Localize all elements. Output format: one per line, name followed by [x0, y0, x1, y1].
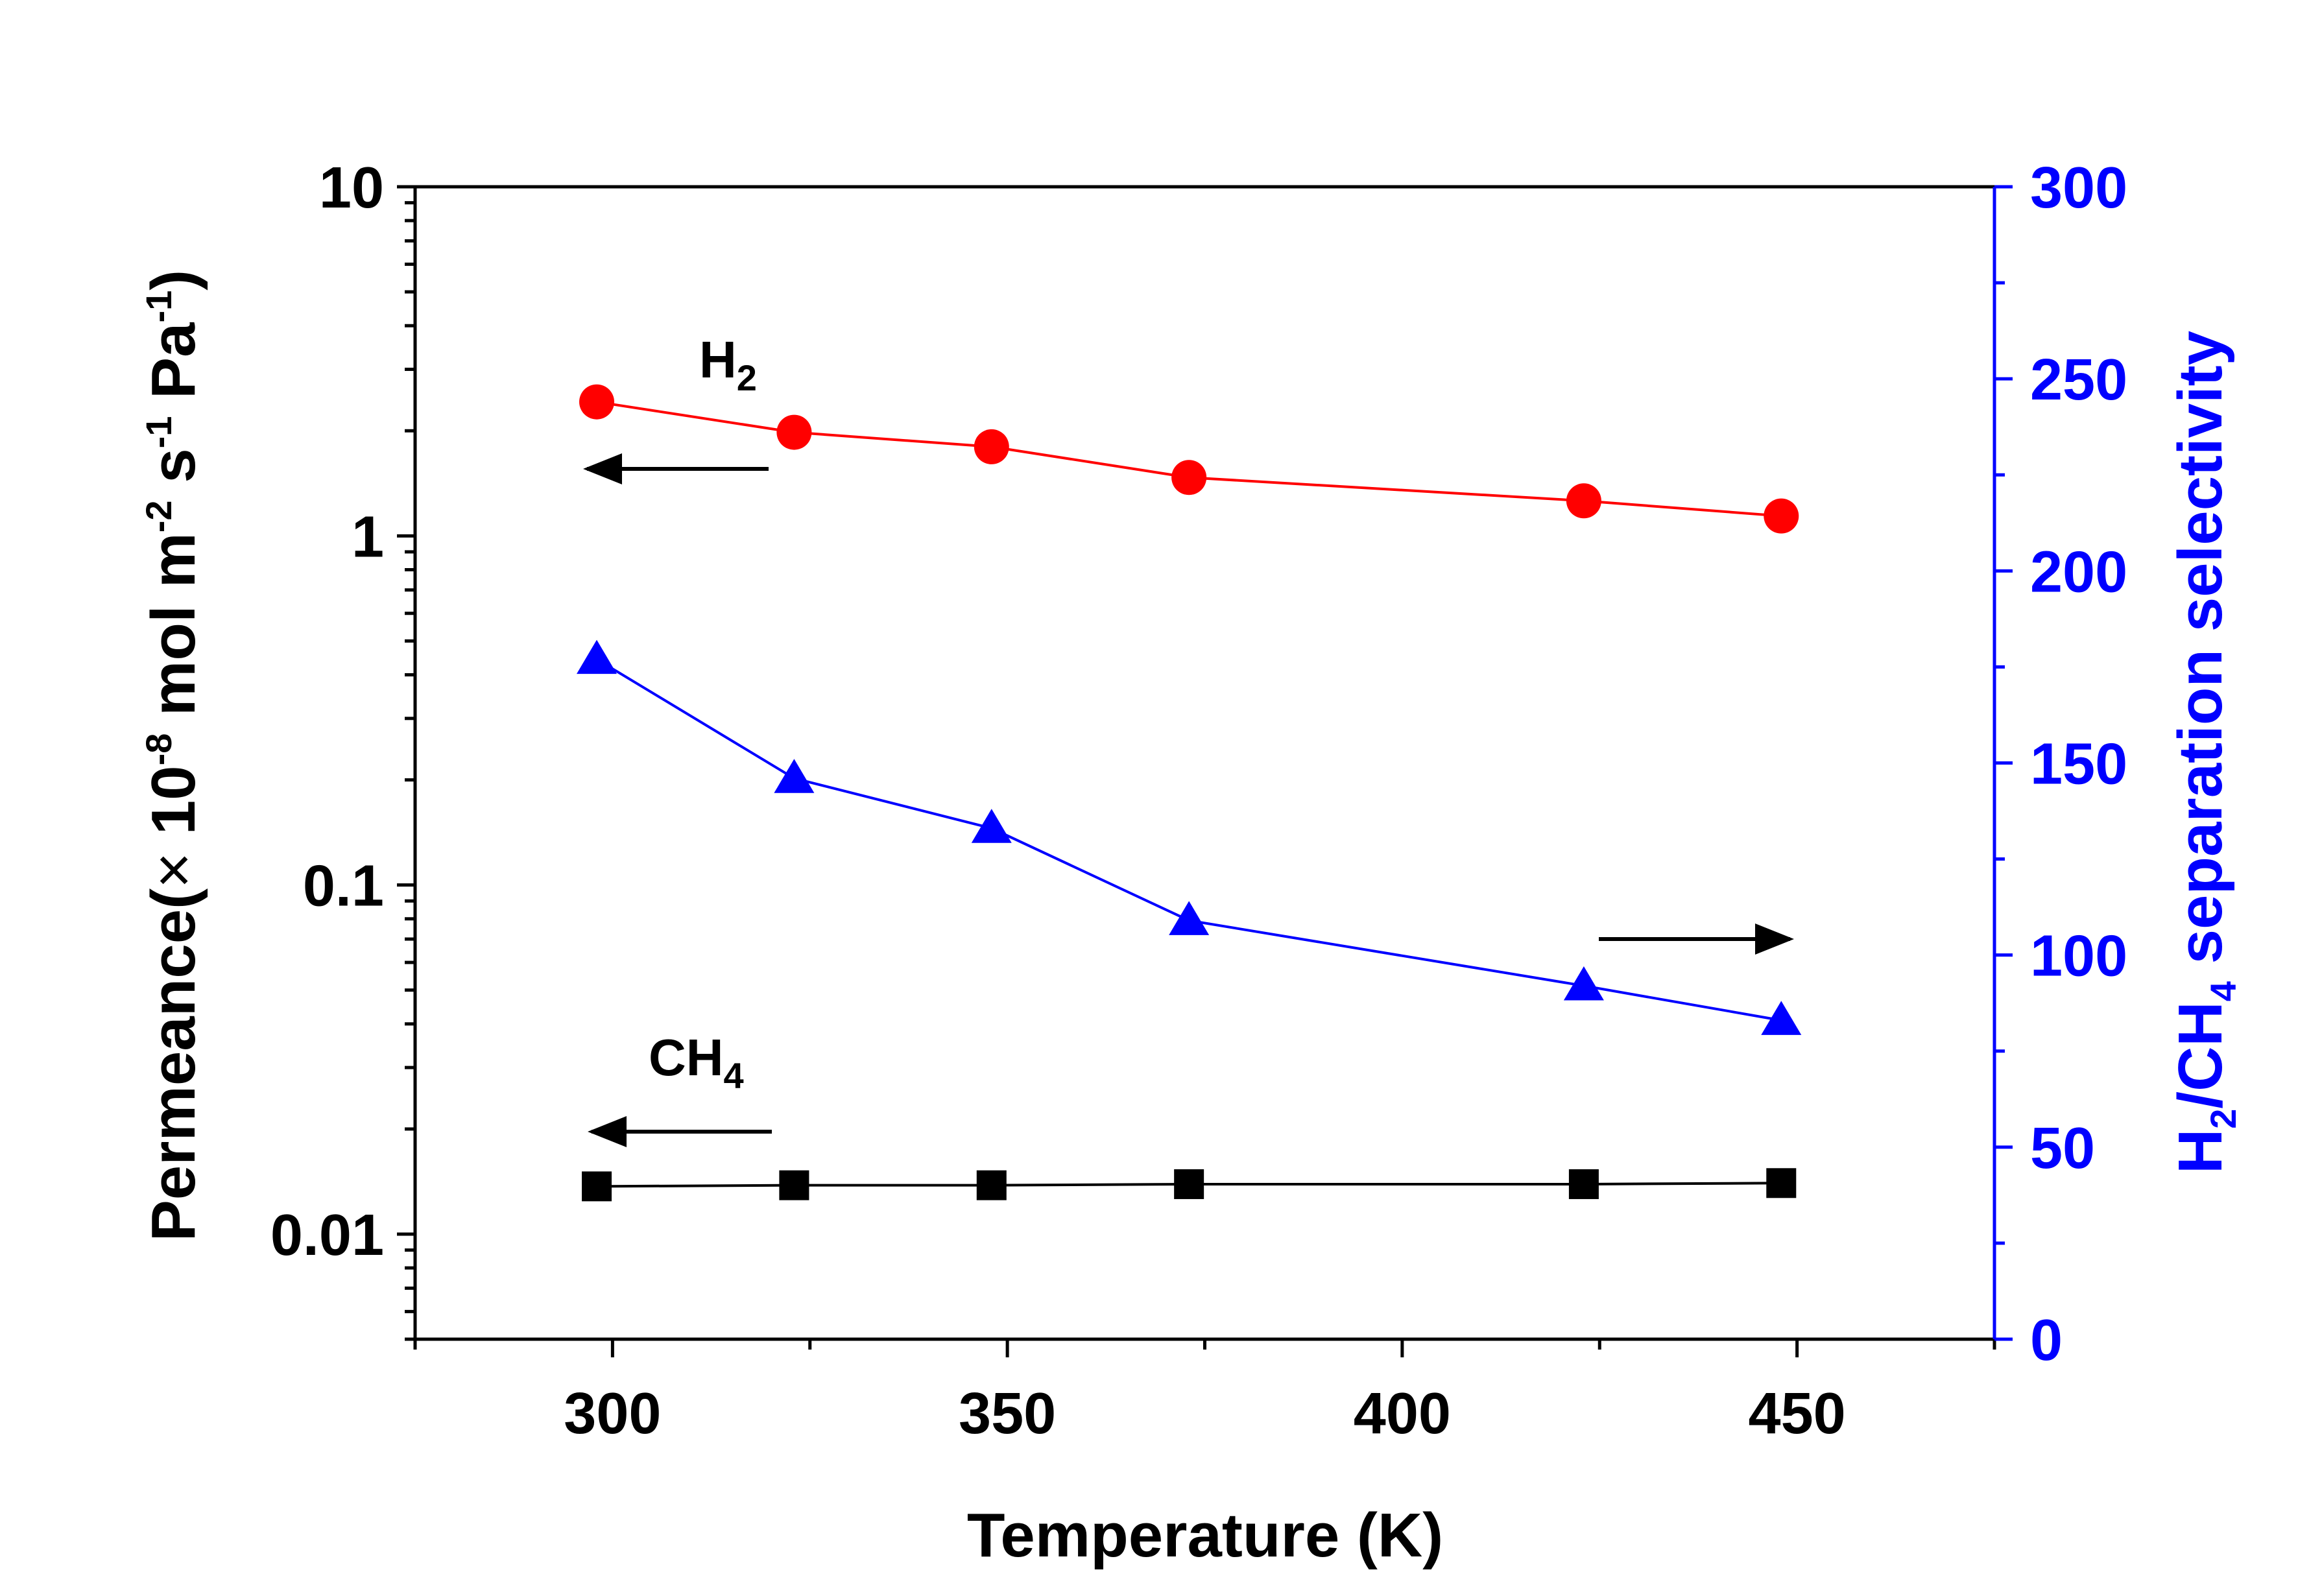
y-right-tick-label: 100: [2030, 924, 2127, 989]
x-axis-title: Temperature (K): [967, 1501, 1443, 1570]
y-left-axis-title: Permeance(× 10-8 mol m-2 s-1 Pa-1): [138, 270, 208, 1242]
x-tick-label: 300: [564, 1381, 661, 1446]
h2-point: [1764, 498, 1799, 534]
h2-point: [1171, 460, 1207, 495]
h2-ch4-selectivity-point: [971, 809, 1012, 843]
y-right-tick-label: 250: [2030, 348, 2127, 412]
x-tick-label: 350: [959, 1381, 1056, 1446]
x-tick-label: 400: [1354, 1381, 1451, 1446]
h2-ch4-selectivity-point: [1169, 901, 1210, 935]
y-left-tick-label: 0.1: [303, 854, 384, 919]
y-right-tick-label: 50: [2030, 1116, 2095, 1181]
ch4-point: [779, 1170, 809, 1200]
ch4-point: [1174, 1169, 1204, 1199]
x-tick-label: 450: [1749, 1381, 1846, 1446]
h2-point: [1566, 483, 1601, 519]
h2-ch4-selectivity-line: [595, 658, 1782, 1022]
h2-ch4-selectivity-point: [774, 759, 815, 793]
y-right-tick-label: 300: [2030, 156, 2127, 220]
y-right-tick-label: 0: [2030, 1308, 2063, 1373]
series: [577, 384, 1802, 1202]
h2-point: [974, 429, 1009, 464]
h2-annotation: H2: [699, 331, 757, 398]
ch4-point: [976, 1170, 1007, 1200]
y-right-tick-label: 200: [2030, 540, 2127, 604]
y-left-tick-label: 1: [352, 505, 384, 569]
ch4-point: [1568, 1169, 1599, 1199]
ch4-line: [597, 1182, 1782, 1188]
h2-ch4-selectivity-point: [1563, 966, 1604, 1001]
ch4-point: [1766, 1168, 1797, 1198]
h2-point: [579, 384, 615, 420]
h2-line: [596, 400, 1782, 518]
ch4-point: [582, 1171, 612, 1202]
h2-ch4-selectivity-point: [1761, 1001, 1802, 1035]
y-right-axis-title: H2/CH4 separation selectivity: [2166, 331, 2244, 1174]
h2-ch4-selectivity-point: [577, 639, 617, 674]
y-left-tick-label: 10: [319, 156, 384, 220]
h2-point: [776, 414, 812, 450]
ch4-annotation: CH4: [649, 1029, 744, 1096]
plot-frame: [413, 185, 1996, 1341]
y-right-tick-label: 150: [2030, 732, 2127, 797]
y-left-tick-label: 0.01: [270, 1203, 384, 1268]
